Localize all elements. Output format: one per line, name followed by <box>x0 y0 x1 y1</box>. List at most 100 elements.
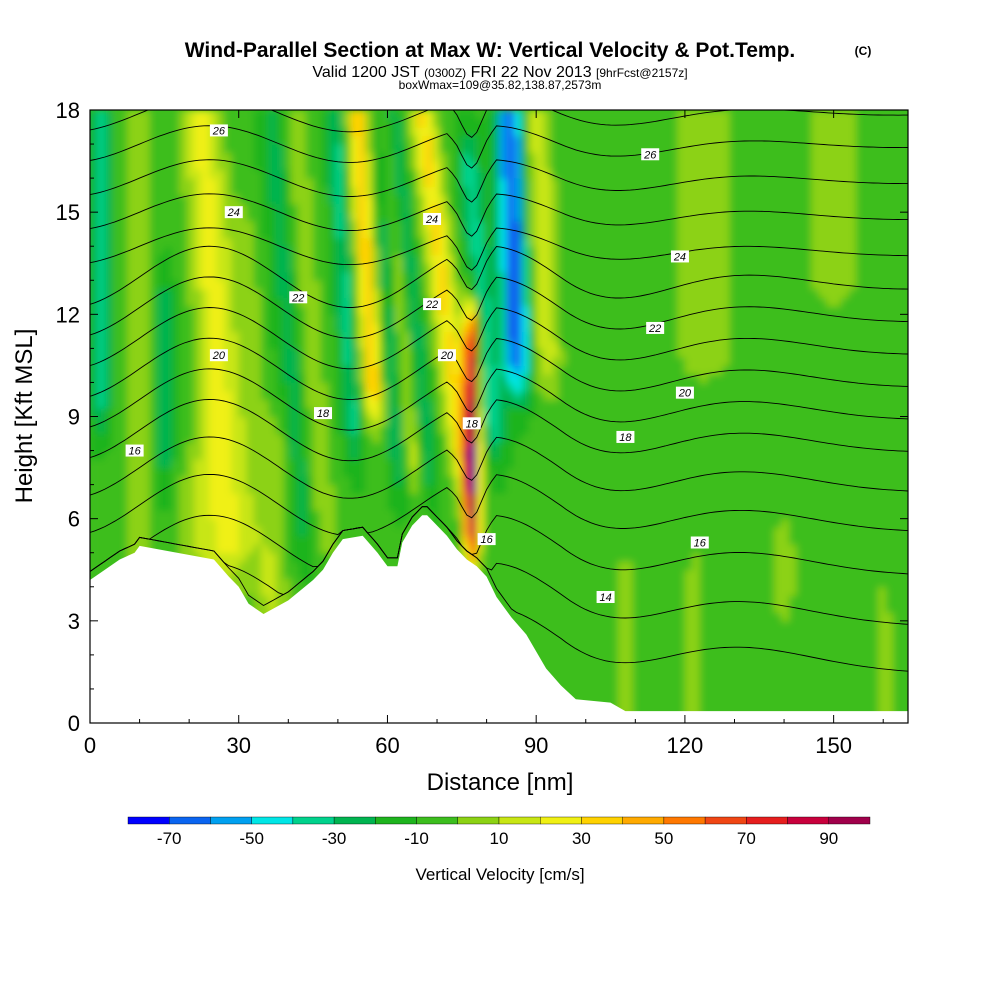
velocity-cell <box>290 416 299 426</box>
velocity-cell <box>201 518 210 528</box>
velocity-cell <box>573 331 582 341</box>
velocity-cell <box>603 688 612 699</box>
velocity-cell <box>194 263 203 273</box>
velocity-cell <box>536 527 545 537</box>
velocity-cell <box>565 586 574 596</box>
velocity-cell <box>156 442 165 452</box>
velocity-cell <box>603 654 612 665</box>
velocity-cell <box>290 501 299 511</box>
velocity-cell <box>134 144 143 154</box>
velocity-cell <box>112 510 121 520</box>
velocity-cell <box>365 339 374 349</box>
velocity-cell <box>506 169 515 179</box>
velocity-cell <box>461 118 470 128</box>
velocity-cell <box>335 212 344 222</box>
velocity-cell <box>238 331 247 341</box>
velocity-cell <box>573 220 582 230</box>
velocity-cell <box>327 373 336 384</box>
velocity-cell <box>179 339 188 349</box>
velocity-cell <box>521 578 530 588</box>
velocity-cell <box>223 544 232 554</box>
velocity-cell <box>409 305 418 315</box>
velocity-cell <box>335 459 344 469</box>
velocity-cell <box>439 186 448 196</box>
velocity-cell <box>558 399 567 409</box>
velocity-cell <box>372 203 381 213</box>
velocity-cell <box>127 331 136 341</box>
velocity-cell <box>506 390 515 401</box>
velocity-cell <box>268 297 277 307</box>
velocity-cell <box>580 339 589 349</box>
velocity-cell <box>551 586 560 596</box>
velocity-cell <box>97 127 106 137</box>
velocity-cell <box>558 663 567 673</box>
velocity-cell <box>194 467 203 477</box>
velocity-cell <box>402 280 411 290</box>
velocity-cell <box>142 339 151 349</box>
velocity-cell <box>134 484 143 494</box>
velocity-cell <box>558 629 567 639</box>
velocity-cell <box>156 535 165 545</box>
velocity-cell <box>90 561 99 571</box>
velocity-cell <box>127 510 136 520</box>
velocity-cell <box>97 527 106 537</box>
velocity-cell <box>588 271 597 281</box>
velocity-cell <box>506 416 515 426</box>
velocity-cell <box>551 152 560 162</box>
velocity-cell <box>149 178 158 188</box>
velocity-cell <box>290 322 299 332</box>
velocity-cell <box>283 544 292 554</box>
velocity-cell <box>238 433 247 443</box>
velocity-cell <box>565 144 574 154</box>
velocity-cell <box>320 169 329 179</box>
velocity-cell <box>402 450 411 460</box>
velocity-cell <box>104 263 113 273</box>
velocity-cell <box>499 271 508 281</box>
velocity-cell <box>164 365 173 375</box>
velocity-cell <box>246 212 255 222</box>
velocity-cell <box>268 288 277 298</box>
velocity-cell <box>521 459 530 469</box>
velocity-cell <box>216 425 225 435</box>
velocity-cell <box>350 450 359 460</box>
velocity-cell <box>439 493 448 503</box>
velocity-cell <box>261 527 270 537</box>
velocity-cell <box>127 161 136 171</box>
velocity-cell <box>156 237 165 247</box>
velocity-cell <box>491 203 500 213</box>
velocity-cell <box>313 527 322 537</box>
velocity-cell <box>119 476 128 486</box>
velocity-cell <box>208 339 218 349</box>
velocity-cell <box>112 416 121 426</box>
velocity-cell <box>104 169 113 179</box>
velocity-cell <box>223 161 232 171</box>
velocity-cell <box>350 467 359 477</box>
velocity-cell <box>231 578 240 588</box>
velocity-cell <box>97 195 106 205</box>
velocity-cell <box>595 484 604 494</box>
velocity-cell <box>90 271 99 281</box>
velocity-cell <box>439 467 448 477</box>
velocity-cell <box>216 382 225 392</box>
velocity-cell <box>350 110 359 120</box>
velocity-cell <box>580 254 589 264</box>
velocity-cell <box>97 118 106 128</box>
velocity-cell <box>573 382 582 392</box>
velocity-cell <box>536 433 545 443</box>
velocity-cell <box>231 450 240 460</box>
velocity-cell <box>506 493 515 503</box>
velocity-cell <box>402 501 411 511</box>
velocity-cell <box>595 144 604 154</box>
velocity-cell <box>223 186 232 196</box>
velocity-cell <box>528 442 537 452</box>
velocity-cell <box>164 127 173 137</box>
velocity-cell <box>290 169 299 179</box>
velocity-cell <box>238 407 247 418</box>
velocity-cell <box>90 186 99 196</box>
velocity-cell <box>156 195 165 205</box>
velocity-cell <box>171 161 180 171</box>
velocity-cell <box>461 356 470 367</box>
velocity-cell <box>238 493 247 503</box>
velocity-cell <box>268 178 277 188</box>
velocity-cell <box>142 433 151 443</box>
